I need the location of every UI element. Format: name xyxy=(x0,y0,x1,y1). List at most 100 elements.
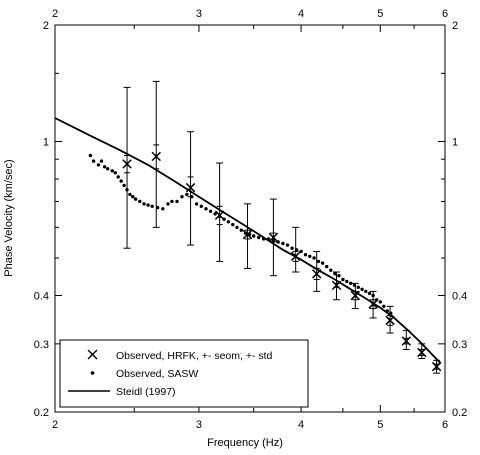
sasw-point xyxy=(208,209,213,213)
sasw-point xyxy=(161,207,165,211)
sasw-point xyxy=(133,197,138,201)
sasw-point xyxy=(312,256,316,260)
hrfk-marker-stroke xyxy=(122,159,132,169)
sasw-point xyxy=(360,287,364,291)
steidl-1997-line xyxy=(54,117,442,365)
sasw-point xyxy=(106,167,110,171)
hrfk-point xyxy=(431,359,442,374)
sasw-point xyxy=(213,212,217,216)
sasw-point xyxy=(325,264,329,269)
y-tick-label-right: 2 xyxy=(452,20,458,32)
sasw-point xyxy=(235,225,239,230)
hrfk-marker-stroke xyxy=(401,336,412,346)
sasw-point xyxy=(378,300,382,304)
x-tick-label-bottom: 2 xyxy=(52,419,58,431)
sasw-point xyxy=(252,234,256,238)
sasw-point xyxy=(299,249,303,254)
legend-symbol-x xyxy=(87,349,98,360)
sasw-point xyxy=(349,281,353,285)
sasw-point xyxy=(204,207,208,211)
y-tick-label-right: 0.3 xyxy=(452,339,467,351)
sasw-point xyxy=(146,203,150,207)
legend: Observed, HRFK, +- seom, +- std Observed… xyxy=(59,339,309,408)
hrfk-point xyxy=(214,162,225,262)
x-axis-label: Frequency (Hz) xyxy=(207,437,283,449)
steidl-curve-layer xyxy=(54,117,442,365)
x-tick-label-bottom: 6 xyxy=(442,419,448,431)
sasw-point xyxy=(91,159,96,163)
hrfk-point xyxy=(417,343,427,359)
hrfk-point xyxy=(122,86,132,249)
sasw-point xyxy=(199,204,203,208)
sasw-point xyxy=(257,235,261,240)
x-tick-label-bottom: 5 xyxy=(377,419,383,431)
y-tick-label-left: 2 xyxy=(43,20,49,32)
hrfk-point xyxy=(290,226,301,273)
sasw-point xyxy=(155,205,160,210)
hrfk-point xyxy=(385,305,395,334)
sasw-point xyxy=(122,183,126,188)
sasw-point xyxy=(138,199,142,204)
hrfk-marker-stroke xyxy=(151,151,161,162)
sasw-points-layer xyxy=(88,153,393,315)
sasw-point xyxy=(262,237,266,241)
sasw-point xyxy=(96,163,101,167)
sasw-point xyxy=(341,277,345,282)
sasw-point xyxy=(367,291,372,296)
sasw-point xyxy=(128,192,132,197)
sasw-point xyxy=(185,192,189,197)
x-tick-label-top: 3 xyxy=(196,8,202,20)
hrfk-point xyxy=(185,131,196,246)
sasw-point xyxy=(194,202,199,206)
x-tick-label-top: 6 xyxy=(442,8,448,20)
legend-symbol-dot xyxy=(90,371,95,375)
plot-frame xyxy=(54,24,446,413)
y-tick-label-left: 0.2 xyxy=(34,407,49,419)
sasw-point xyxy=(385,309,389,313)
sasw-point xyxy=(175,199,179,204)
sasw-point xyxy=(329,268,333,272)
sasw-point xyxy=(356,285,360,289)
sasw-point xyxy=(142,202,146,206)
hrfk-marker-stroke xyxy=(290,251,301,262)
hrfk-marker-stroke xyxy=(385,315,395,326)
hrfk-point xyxy=(311,250,322,292)
hrfk-point xyxy=(368,290,378,319)
sasw-point xyxy=(285,243,290,247)
sasw-point xyxy=(333,272,337,276)
sasw-point xyxy=(281,241,285,246)
sasw-point xyxy=(308,254,312,258)
hrfk-marker-stroke xyxy=(311,269,322,279)
sasw-point xyxy=(116,175,120,179)
legend-label-sasw: Observed, SASW xyxy=(116,368,198,380)
hrfk-marker-stroke xyxy=(242,229,253,240)
sasw-point xyxy=(102,165,107,169)
sasw-point xyxy=(88,153,93,158)
sasw-point xyxy=(320,261,325,265)
legend-label-hrfk: Observed, HRFK, +- seom, +- std xyxy=(116,350,273,362)
sasw-point xyxy=(131,195,135,199)
hrfk-point xyxy=(331,271,342,301)
sasw-point xyxy=(150,204,154,208)
sasw-point xyxy=(119,179,123,183)
hrfk-marker-stroke xyxy=(431,361,442,372)
y-tick-label-left: 0.3 xyxy=(34,339,49,351)
sasw-point xyxy=(303,253,308,257)
hrfk-marker-stroke xyxy=(214,210,225,220)
hrfk-point xyxy=(151,80,161,228)
x-tick-label-bottom: 4 xyxy=(298,419,304,431)
y-tick-label-left: 1 xyxy=(43,136,49,148)
hrfk-point xyxy=(401,329,412,351)
legend-label-steidl: Steidl (1997) xyxy=(116,386,176,398)
hrfk-marker-stroke xyxy=(331,280,342,291)
x-tick-label-top: 4 xyxy=(298,8,304,20)
hrfk-marker-stroke xyxy=(368,299,378,309)
y-tick-label-right: 0.2 xyxy=(452,407,467,419)
sasw-point xyxy=(316,259,321,264)
hrfk-point xyxy=(268,198,279,277)
sasw-point xyxy=(239,228,243,232)
sasw-point xyxy=(364,289,368,294)
sasw-point xyxy=(382,304,386,308)
y-tick-label-right: 0.4 xyxy=(452,291,467,303)
